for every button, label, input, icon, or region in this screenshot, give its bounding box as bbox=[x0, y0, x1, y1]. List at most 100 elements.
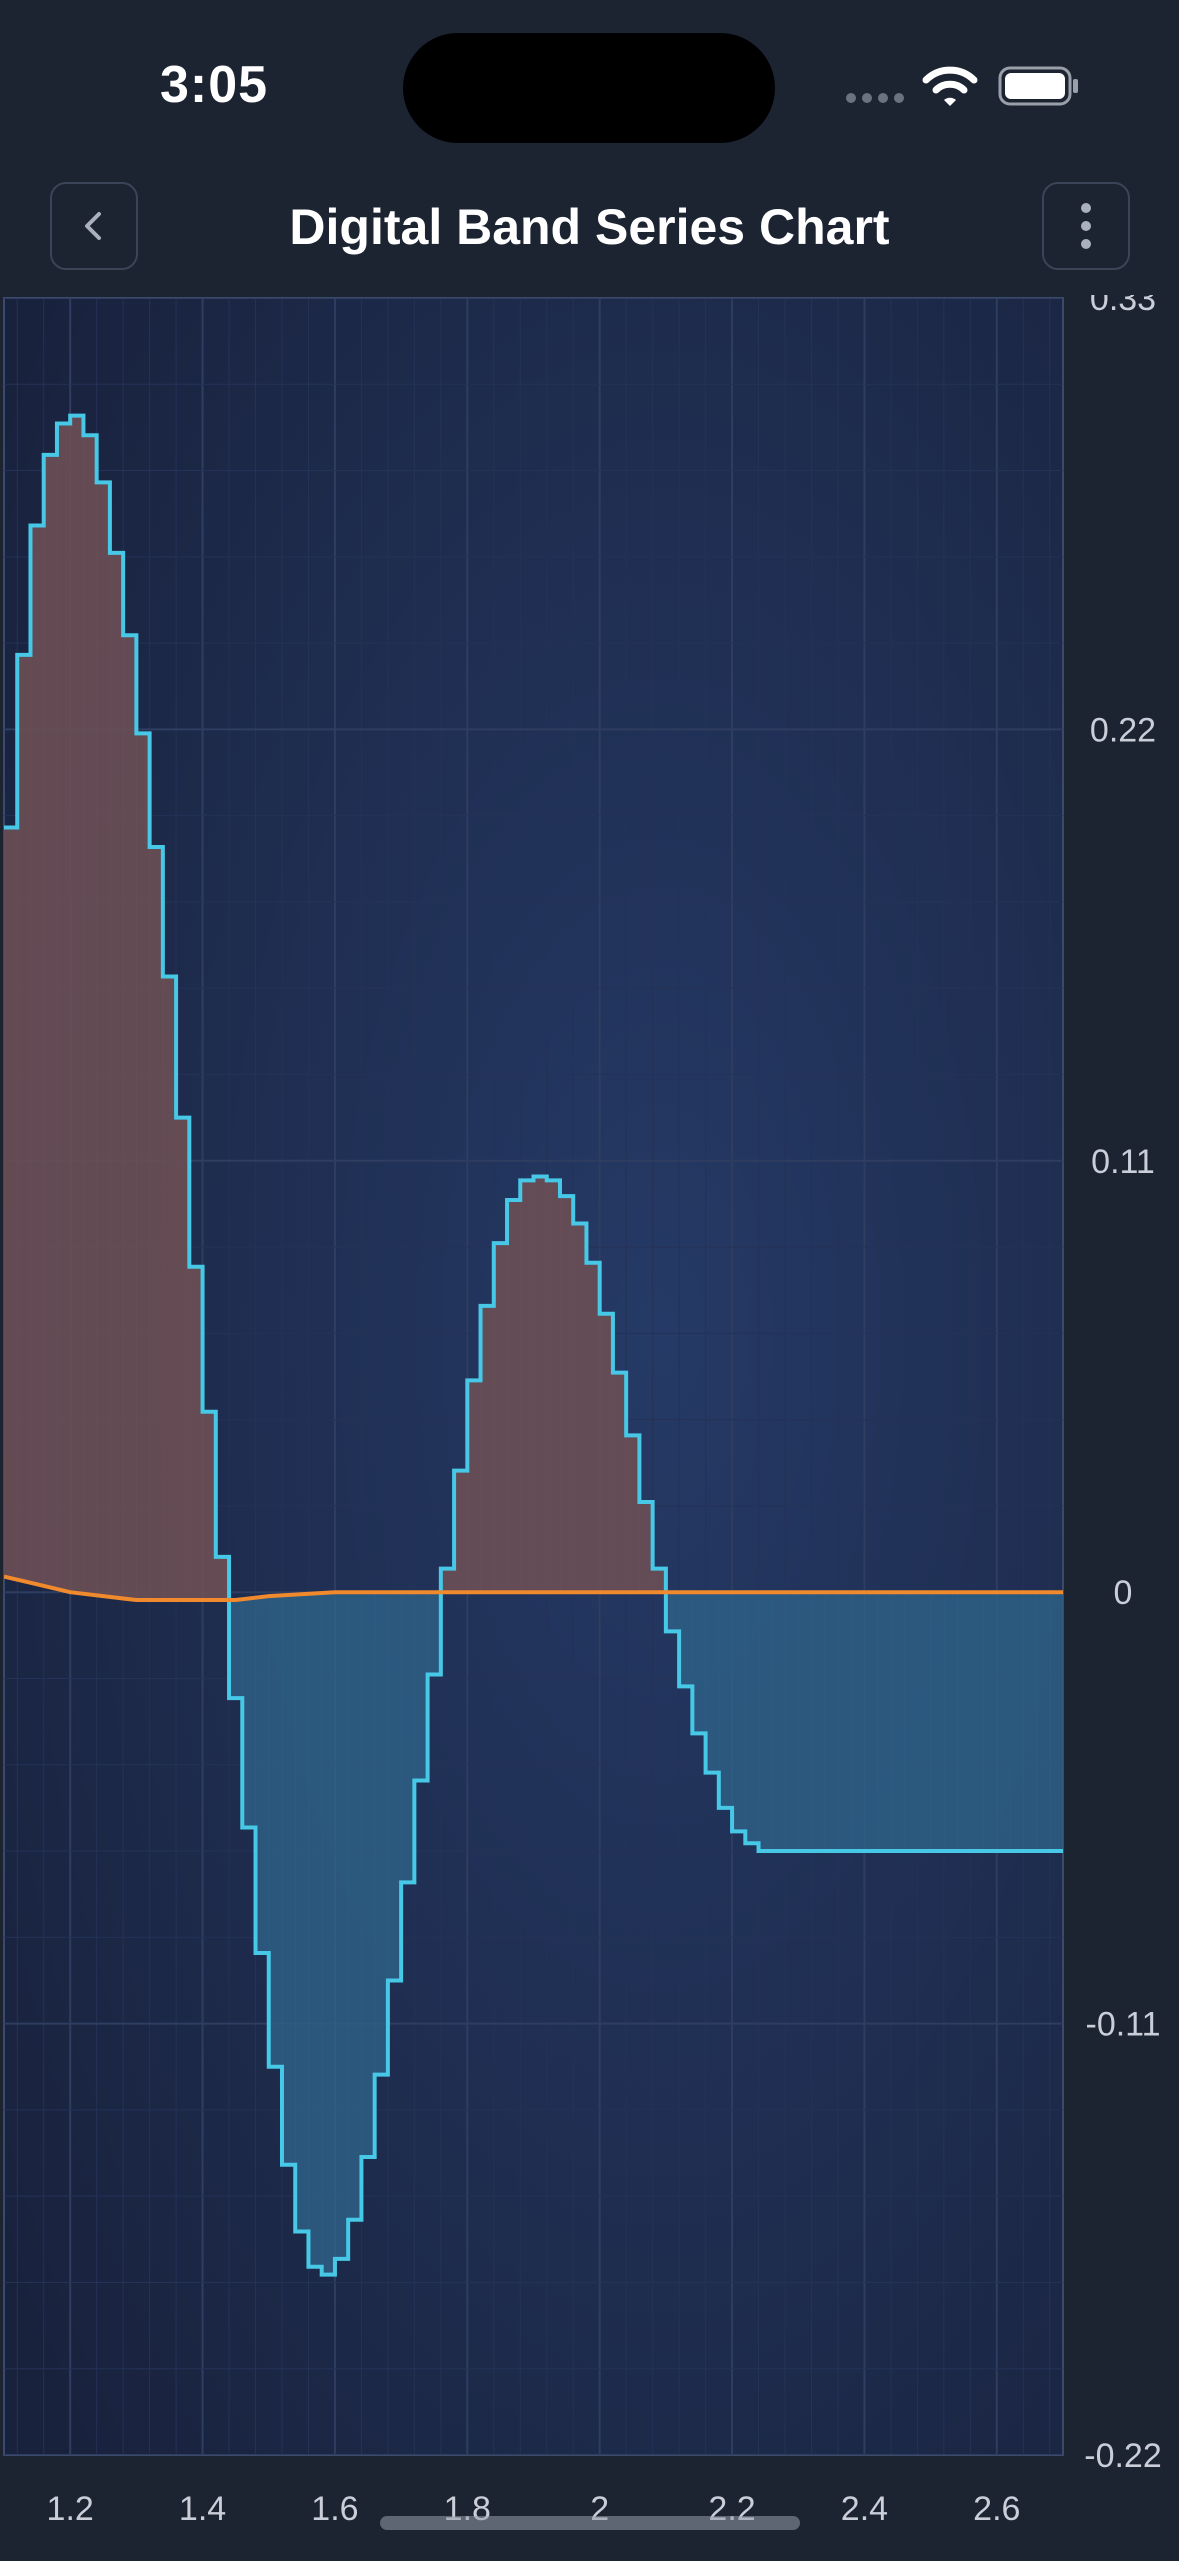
band-fill-below bbox=[917, 1592, 932, 1852]
status-bar: 3:05 bbox=[0, 0, 1179, 170]
dynamic-island bbox=[403, 33, 775, 143]
band-fill-above bbox=[83, 435, 98, 1595]
y-axis: 0.33 0.22 0.11 0 -0.11 -0.22 bbox=[1084, 280, 1162, 2475]
band-fill-above bbox=[467, 1380, 482, 1593]
band-fill-above bbox=[533, 1176, 548, 1593]
band-fill-above bbox=[586, 1262, 601, 1593]
band-fill-above bbox=[149, 847, 164, 1601]
band-fill-below bbox=[229, 1600, 243, 1699]
band-fill-above bbox=[56, 423, 71, 1591]
battery-icon bbox=[998, 66, 1078, 106]
band-fill-below bbox=[877, 1592, 892, 1852]
band-fill-below bbox=[864, 1592, 879, 1852]
back-button[interactable] bbox=[50, 182, 138, 270]
band-fill-below bbox=[665, 1592, 680, 1632]
band-fill-below bbox=[745, 1592, 760, 1844]
band-fill-below bbox=[851, 1592, 866, 1852]
band-fill-above bbox=[162, 976, 177, 1601]
band-fill-above bbox=[17, 654, 32, 1582]
more-vertical-icon bbox=[1081, 203, 1091, 249]
band-fill-below bbox=[890, 1592, 905, 1852]
band-fill-above bbox=[109, 552, 124, 1598]
band-fill-above bbox=[43, 454, 58, 1588]
home-indicator bbox=[380, 2516, 800, 2530]
band-fill-below bbox=[824, 1592, 839, 1852]
cellular-signal-icon bbox=[846, 93, 904, 103]
band-fill-below bbox=[1023, 1592, 1038, 1852]
x-tick-label: 1.6 bbox=[311, 2490, 358, 2528]
band-fill-below bbox=[957, 1592, 971, 1852]
band-fill-above bbox=[4, 827, 18, 1579]
y-tick-label: 0.11 bbox=[1091, 1143, 1155, 1181]
band-fill-below bbox=[837, 1592, 852, 1852]
x-tick-label: 1.2 bbox=[47, 2490, 94, 2528]
series-lines bbox=[4, 413, 1063, 2277]
band-fill-below bbox=[387, 1592, 402, 1981]
band-fill-below bbox=[970, 1592, 985, 1852]
band-fill-below bbox=[414, 1592, 429, 1781]
band-fill-above bbox=[559, 1196, 574, 1593]
band-fill-above bbox=[96, 482, 111, 1597]
band-fill-below bbox=[1036, 1592, 1051, 1852]
band-fill-below bbox=[996, 1592, 1011, 1852]
band-fill-above bbox=[546, 1180, 561, 1593]
band-fill-above bbox=[215, 1556, 230, 1601]
status-time: 3:05 bbox=[160, 56, 269, 114]
x-tick-label: 2.4 bbox=[841, 2490, 888, 2528]
band-fill-below bbox=[295, 1594, 310, 2232]
band-fill-below bbox=[361, 1592, 376, 2157]
band-chart[interactable]: 0.330.220.110-0.11-0.22 1.2 1.4 1.6 1.8 2 2.2… bbox=[0, 280, 1179, 2556]
band-fill-below bbox=[255, 1596, 270, 1954]
band-fill-below bbox=[1049, 1592, 1063, 1852]
band-fill-above bbox=[70, 415, 85, 1593]
y-tick-label: -0.11 bbox=[1086, 2006, 1161, 2044]
page-title: Digital Band Series Chart bbox=[289, 199, 890, 255]
y-tick-label: 0 bbox=[1114, 1574, 1133, 1612]
band-fill-above bbox=[176, 1117, 190, 1601]
band-fill-above bbox=[626, 1435, 640, 1593]
band-fill-below bbox=[983, 1592, 998, 1852]
y-tick-label: 0.33 bbox=[1090, 295, 1156, 318]
chevron-left-icon bbox=[85, 212, 101, 240]
band-fill-above bbox=[573, 1223, 588, 1593]
chart-container[interactable]: 0.33 0.22 0.11 0 -0.11 -0.22 1.2 1.4 1.6 1.8 2 2.2… bbox=[0, 280, 1179, 2556]
more-options-button[interactable] bbox=[1042, 182, 1130, 270]
band-line-series bbox=[4, 1574, 1063, 1603]
band-fill-below bbox=[930, 1592, 945, 1852]
step-line-series bbox=[4, 413, 1063, 2277]
band-fill-below bbox=[427, 1592, 442, 1675]
band-fill-below bbox=[943, 1592, 958, 1852]
band-fill-below bbox=[904, 1592, 918, 1852]
band-fill-above bbox=[136, 733, 151, 1601]
band-fill-above bbox=[612, 1372, 627, 1593]
band-fill-above bbox=[440, 1568, 455, 1593]
band-fill-below bbox=[718, 1592, 733, 1808]
band-fill-below bbox=[679, 1592, 693, 1687]
band-fill-below bbox=[334, 1592, 349, 2259]
band-fill-below bbox=[374, 1592, 389, 2075]
band-fill-below bbox=[705, 1592, 720, 1773]
band-fill-above bbox=[507, 1200, 521, 1593]
band-fill-above bbox=[123, 635, 137, 1600]
band-fill-below bbox=[1010, 1592, 1024, 1852]
band-fill-above bbox=[493, 1243, 508, 1593]
band-fill-below bbox=[811, 1592, 826, 1852]
y-tick-label: -0.22 bbox=[1084, 2437, 1162, 2475]
band-fill-above bbox=[30, 525, 45, 1585]
band-fill-below bbox=[692, 1592, 707, 1734]
x-tick-label: 2.6 bbox=[973, 2490, 1020, 2528]
band-fills bbox=[4, 415, 1063, 2275]
band-fill-below bbox=[758, 1592, 773, 1852]
band-fill-below bbox=[785, 1592, 799, 1852]
band-fill-below bbox=[798, 1592, 813, 1852]
band-fill-below bbox=[771, 1592, 786, 1852]
band-fill-below bbox=[308, 1593, 323, 2267]
band-fill-below bbox=[348, 1592, 363, 2220]
band-fill-above bbox=[454, 1470, 468, 1593]
band-fill-above bbox=[480, 1305, 495, 1593]
band-fill-below bbox=[268, 1595, 283, 2067]
band-fill-above bbox=[652, 1568, 667, 1593]
navigation-bar: Digital Band Series Chart bbox=[0, 170, 1179, 295]
band-fill-below bbox=[242, 1598, 257, 1828]
band-fill-below bbox=[401, 1592, 415, 1883]
